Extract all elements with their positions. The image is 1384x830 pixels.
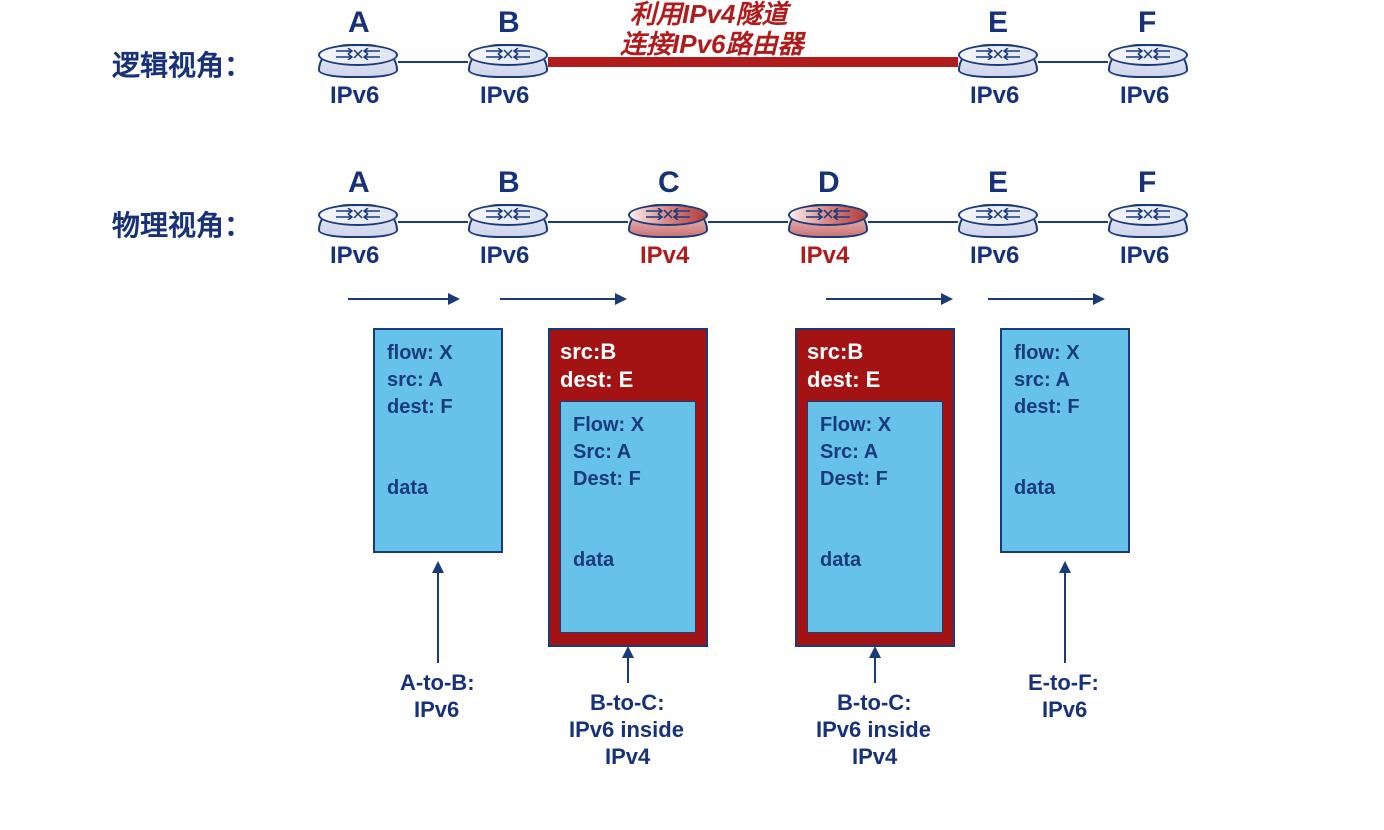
router-icon [628, 204, 708, 244]
packet-line: data [1014, 475, 1116, 502]
packet-line [573, 520, 683, 547]
router-proto-c: IPv4 [640, 242, 689, 270]
router-proto-b: IPv6 [480, 242, 529, 270]
arrow-caption-e [1064, 563, 1066, 663]
packet-line: Src: A [573, 439, 683, 466]
packet-inner-ipv6: Flow: X Src: A Dest: F data [807, 401, 943, 633]
packet-line [387, 448, 489, 475]
packet-line: Flow: X [573, 412, 683, 439]
router-icon [468, 44, 548, 84]
router-letter-c: C [658, 166, 680, 200]
router-icon [1108, 204, 1188, 244]
physical-link-c-d [708, 221, 788, 223]
physical-link-b-c [548, 221, 628, 223]
packet-line: dest: F [387, 394, 489, 421]
tunnel-note-line2: 连接IPv6路由器 [620, 24, 804, 61]
packet-line: flow: X [387, 340, 489, 367]
caption-a-l1: A-to-B: [400, 670, 475, 696]
router-letter-a: A [348, 166, 370, 200]
router-icon [788, 204, 868, 244]
packet-line: src: A [1014, 367, 1116, 394]
ipv4-hdr-line: src:B [807, 338, 943, 366]
router-letter-b: B [498, 166, 520, 200]
packet-line [387, 421, 489, 448]
packet-line [1014, 448, 1116, 475]
caption-b-l1: B-to-C: [590, 690, 665, 716]
logical-tunnel-b-e [548, 57, 958, 67]
ipv4-hdr-line: dest: E [807, 366, 943, 394]
packet-line: dest: F [1014, 394, 1116, 421]
router-letter-f: F [1138, 166, 1156, 200]
router-letter-d: D [818, 166, 840, 200]
packet-line [820, 493, 930, 520]
packet-line: src: A [387, 367, 489, 394]
router-letter-f: F [1138, 6, 1156, 40]
logical-link-a-b [398, 61, 468, 63]
caption-b-l2: IPv6 inside [569, 717, 684, 743]
router-proto-f: IPv6 [1120, 242, 1169, 270]
packet-line: Dest: F [573, 466, 683, 493]
logical-view-label: 逻辑视角： [112, 44, 252, 84]
caption-e-l2: IPv6 [1042, 697, 1087, 723]
packet-inner-ipv6: Flow: X Src: A Dest: F data [560, 401, 696, 633]
physical-link-d-e [868, 221, 958, 223]
router-proto-a: IPv6 [330, 242, 379, 270]
router-proto-f: IPv6 [1120, 82, 1169, 110]
router-letter-e: E [988, 166, 1008, 200]
packet-d-to-e: src:B dest: E Flow: X Src: A Dest: F dat… [795, 328, 955, 647]
arrow-caption-d [874, 648, 876, 683]
router-letter-b: B [498, 6, 520, 40]
caption-d-l2: IPv6 inside [816, 717, 931, 743]
router-proto-d: IPv4 [800, 242, 849, 270]
packet-line: data [820, 547, 930, 574]
router-icon [468, 204, 548, 244]
packet-e-to-f: flow: X src: A dest: F data [1000, 328, 1130, 553]
ipv4-hdr-line: dest: E [560, 366, 696, 394]
router-proto-e: IPv6 [970, 82, 1019, 110]
packet-line [1014, 421, 1116, 448]
router-letter-e: E [988, 6, 1008, 40]
router-letter-a: A [348, 6, 370, 40]
packet-line: flow: X [1014, 340, 1116, 367]
arrow-caption-a [437, 563, 439, 663]
router-icon [958, 204, 1038, 244]
arrow-d-to-e [826, 298, 951, 300]
arrow-e-to-f [988, 298, 1103, 300]
packet-a-to-b: flow: X src: A dest: F data [373, 328, 503, 553]
packet-line [820, 520, 930, 547]
caption-a-l2: IPv6 [414, 697, 459, 723]
packet-line: Dest: F [820, 466, 930, 493]
packet-line [573, 493, 683, 520]
physical-link-a-b [398, 221, 468, 223]
arrow-caption-b [627, 648, 629, 683]
packet-line: Flow: X [820, 412, 930, 439]
physical-view-label: 物理视角： [112, 204, 252, 244]
caption-d-l3: IPv4 [852, 744, 897, 770]
ipv4-hdr-line: src:B [560, 338, 696, 366]
packet-line: data [573, 547, 683, 574]
packet-line: data [387, 475, 489, 502]
caption-b-l3: IPv4 [605, 744, 650, 770]
physical-link-e-f [1038, 221, 1108, 223]
router-proto-b: IPv6 [480, 82, 529, 110]
router-icon [318, 204, 398, 244]
caption-d-l1: B-to-C: [837, 690, 912, 716]
arrow-a-to-b [348, 298, 458, 300]
router-proto-a: IPv6 [330, 82, 379, 110]
packet-b-to-c: src:B dest: E Flow: X Src: A Dest: F dat… [548, 328, 708, 647]
arrow-b-to-c [500, 298, 625, 300]
router-icon [318, 44, 398, 84]
caption-e-l1: E-to-F: [1028, 670, 1099, 696]
packet-line: Src: A [820, 439, 930, 466]
logical-link-e-f [1038, 61, 1108, 63]
router-icon [1108, 44, 1188, 84]
router-icon [958, 44, 1038, 84]
router-proto-e: IPv6 [970, 242, 1019, 270]
